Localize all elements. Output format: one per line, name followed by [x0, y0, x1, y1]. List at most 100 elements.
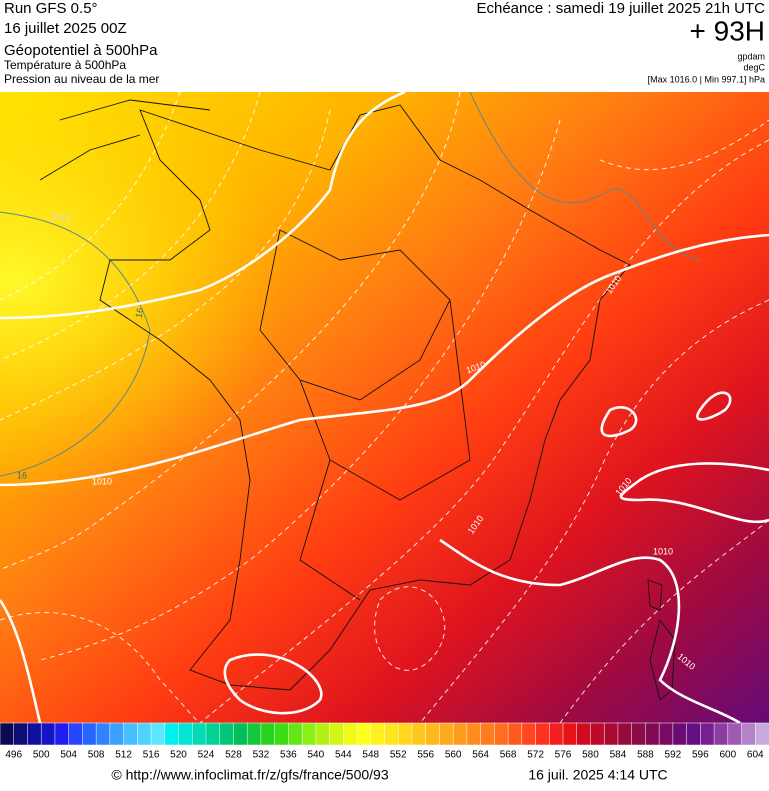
unit: gpdam [737, 51, 765, 61]
colorbar-tick-label: 584 [610, 750, 627, 761]
color-swatch [329, 722, 344, 746]
colorbar-tick-label: 600 [719, 750, 736, 761]
subtitle: Température à 500hPa [4, 58, 126, 72]
color-swatch [521, 722, 537, 746]
colorbar-tick-label: 576 [555, 750, 572, 761]
colorbar-tick-label: 564 [472, 750, 489, 761]
lead-time: + 93H [690, 15, 766, 46]
color-swatch [617, 722, 633, 746]
color-swatch [452, 722, 468, 746]
color-swatch [631, 722, 646, 746]
colorbar-tick-label: 520 [170, 750, 187, 761]
run-date: 16 juillet 2025 00Z [4, 20, 127, 37]
colorbar-tick-label: 516 [143, 750, 160, 761]
color-swatch [480, 722, 495, 746]
colorbar-tick-label: 588 [637, 750, 654, 761]
colorbar-tick-label: 592 [665, 750, 682, 761]
color-swatch [95, 722, 111, 746]
color-swatch [755, 722, 769, 746]
color-swatch [535, 722, 550, 746]
color-swatch [27, 722, 42, 746]
colorbar-tick-label: 528 [225, 750, 242, 761]
source-url[interactable]: © http://www.infoclimat.fr/z/gfs/france/… [111, 767, 388, 783]
color-swatch [425, 722, 440, 746]
color-swatch [219, 722, 234, 746]
color-swatch [713, 722, 729, 746]
color-swatch [549, 722, 564, 746]
color-swatch [411, 722, 427, 746]
color-swatch [123, 722, 138, 746]
color-swatch [741, 722, 756, 746]
color-swatch [13, 722, 29, 746]
color-swatch [590, 722, 605, 746]
color-swatch [439, 722, 454, 746]
subtitle: Pression au niveau de la mer [4, 72, 159, 86]
color-swatch [576, 722, 592, 746]
colorbar-tick-label: 500 [33, 750, 50, 761]
colorbar-tick-label: 580 [582, 750, 599, 761]
color-swatch [645, 722, 660, 746]
colorbar-tick-label: 560 [445, 750, 462, 761]
color-swatch [466, 722, 482, 746]
range: [Max 1016.0 | Min 997.1] hPa [648, 74, 765, 84]
color-swatch [192, 722, 207, 746]
color-swatch [507, 722, 523, 746]
colorbar-tick-label: 556 [417, 750, 434, 761]
color-swatch [384, 722, 399, 746]
colorbar-tick-label: 504 [60, 750, 77, 761]
run: Run GFS 0.5° [4, 0, 98, 17]
color-swatch [603, 722, 619, 746]
contour-label: 1010 [49, 211, 70, 224]
generated-time: 16 juil. 2025 4:14 UTC [528, 767, 667, 783]
title: Géopotentiel à 500hPa [4, 42, 158, 59]
colorbar: 496 500 504 508 512 516 520 524 528 532 536 540 544 5… [0, 722, 769, 761]
colorbar-tick-label: 596 [692, 750, 709, 761]
color-swatch [686, 722, 701, 746]
colorbar-tick-label: 552 [390, 750, 407, 761]
color-swatch [672, 722, 688, 746]
color-swatch [343, 722, 358, 746]
color-swatch [233, 722, 248, 746]
colorbar-tick-label: 544 [335, 750, 352, 761]
color-swatch [562, 722, 578, 746]
colorbar-tick-label: 604 [747, 750, 764, 761]
contour-label: 1010 [92, 476, 112, 486]
color-swatch [40, 722, 56, 746]
color-swatch [82, 722, 97, 746]
colorbar-tick-label: 540 [307, 750, 324, 761]
color-swatch [315, 722, 331, 746]
colorbar-tick-label: 572 [527, 750, 544, 761]
color-swatch [288, 722, 303, 746]
color-swatch [356, 722, 372, 746]
color-swatch [178, 722, 193, 746]
color-swatch [274, 722, 289, 746]
contour-label: 16 [134, 307, 146, 319]
color-swatch [68, 722, 83, 746]
colorbar-tick-label: 536 [280, 750, 297, 761]
contour-label: 16 [17, 470, 27, 480]
colorbar-tick-label: 496 [5, 750, 22, 761]
echeance: Echéance : samedi 19 juillet 2025 21h UT… [476, 0, 765, 17]
colorbar-tick-label: 512 [115, 750, 132, 761]
color-swatch [109, 722, 125, 746]
color-swatch [397, 722, 413, 746]
colorbar-tick-label: 568 [500, 750, 517, 761]
color-swatch [150, 722, 166, 746]
color-swatch [246, 722, 262, 746]
colorbar-tick-label: 532 [253, 750, 270, 761]
color-swatch [658, 722, 674, 746]
color-swatch [494, 722, 509, 746]
color-swatch [164, 722, 180, 746]
color-swatch [700, 722, 715, 746]
contour-label: 1010 [653, 546, 673, 556]
color-swatch [301, 722, 317, 746]
color-swatch [54, 722, 70, 746]
color-swatch [0, 722, 15, 746]
color-swatch [205, 722, 221, 746]
colorbar-tick-label: 508 [88, 750, 105, 761]
colorbar-tick-label: 548 [362, 750, 379, 761]
color-swatch [260, 722, 276, 746]
